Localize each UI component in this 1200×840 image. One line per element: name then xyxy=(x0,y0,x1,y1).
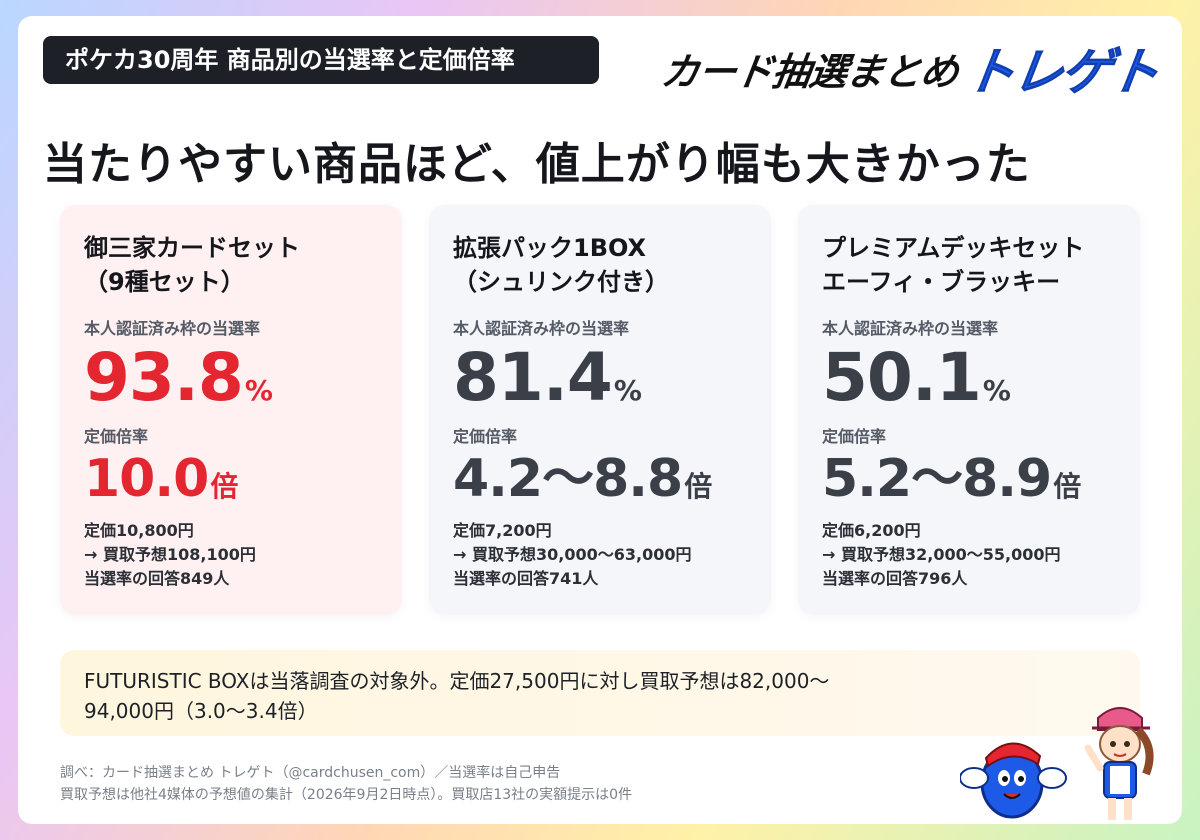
response-count: 当選率の回答849人 xyxy=(84,569,230,588)
product-card-expansion-box: 拡張パック1BOX （シュリンク付き） 本人認証済み枠の当選率 81.4% 定価… xyxy=(429,205,771,615)
product-card-gosanke: 御三家カードセット （9種セット） 本人認証済み枠の当選率 93.8% 定価倍率… xyxy=(60,205,402,615)
card-details: 定価6,200円 → 買取予想32,000〜55,000円 当選率の回答796人 xyxy=(822,519,1116,591)
girl-mascot-icon xyxy=(1084,707,1154,820)
buyback-estimate: → 買取予想30,000〜63,000円 xyxy=(453,545,692,564)
card-title: 御三家カードセット （9種セット） xyxy=(84,234,300,296)
win-rate-value: 81.4% xyxy=(453,339,642,416)
source-footer: 調べ：カード抽選まとめ トレゲト（@cardchusen_com）／当選率は自己… xyxy=(60,762,632,806)
list-price: 定価7,200円 xyxy=(453,521,552,540)
list-price: 定価6,200円 xyxy=(822,521,921,540)
card-details: 定価7,200円 → 買取予想30,000〜63,000円 当選率の回答741人 xyxy=(453,519,747,591)
win-rate-value: 93.8% xyxy=(84,339,273,416)
product-card-premium-deck: プレミアムデッキセット エーフィ・ブラッキー 本人認証済み枠の当選率 50.1%… xyxy=(798,205,1140,615)
response-count: 当選率の回答796人 xyxy=(822,569,968,588)
method-line: 買取予想は他社4媒体の予想値の集計（2026年9月2日時点）。買取店13社の実額… xyxy=(60,787,633,803)
brand-logo[interactable]: カード抽選まとめ トレゲト xyxy=(658,36,1162,102)
price-multiple-label: 定価倍率 xyxy=(453,427,518,446)
price-multiple-value: 4.2〜8.8倍 xyxy=(453,449,713,509)
price-multiple-label: 定価倍率 xyxy=(84,427,149,446)
logo-text-primary: カード抽選まとめ xyxy=(658,49,961,94)
price-multiple-value: 10.0倍 xyxy=(84,449,239,509)
buyback-estimate: → 買取予想108,100円 xyxy=(84,545,256,564)
card-details: 定価10,800円 → 買取予想108,100円 当選率の回答849人 xyxy=(84,519,378,591)
response-count: 当選率の回答741人 xyxy=(453,569,599,588)
card-title: プレミアムデッキセット エーフィ・ブラッキー xyxy=(822,234,1085,296)
futuristic-box-note: FUTURISTIC BOXは当落調査の対象外。定価27,500円に対し買取予想… xyxy=(60,650,1140,736)
source-line: 調べ：カード抽選まとめ トレゲト（@cardchusen_com）／当選率は自己… xyxy=(60,765,561,781)
win-rate-label: 本人認証済み枠の当選率 xyxy=(453,319,630,338)
win-rate-value: 50.1% xyxy=(822,339,1011,416)
win-rate-label: 本人認証済み枠の当選率 xyxy=(822,319,999,338)
win-rate-label: 本人認証済み枠の当選率 xyxy=(84,319,261,338)
page-headline: 当たりやすい商品ほど、値上がり幅も大きかった xyxy=(43,139,1031,190)
list-price: 定価10,800円 xyxy=(84,521,194,540)
price-multiple-value: 5.2〜8.9倍 xyxy=(822,449,1082,509)
buyback-estimate: → 買取予想32,000〜55,000円 xyxy=(822,545,1061,564)
logo-text-brand: トレゲト xyxy=(961,43,1162,102)
topic-tag: ポケカ30周年 商品別の当選率と定価倍率 xyxy=(43,36,599,84)
card-title: 拡張パック1BOX （シュリンク付き） xyxy=(453,234,669,296)
blue-mascot-icon xyxy=(960,742,1067,819)
price-multiple-label: 定価倍率 xyxy=(822,427,887,446)
mascot-illustration xyxy=(960,707,1154,820)
